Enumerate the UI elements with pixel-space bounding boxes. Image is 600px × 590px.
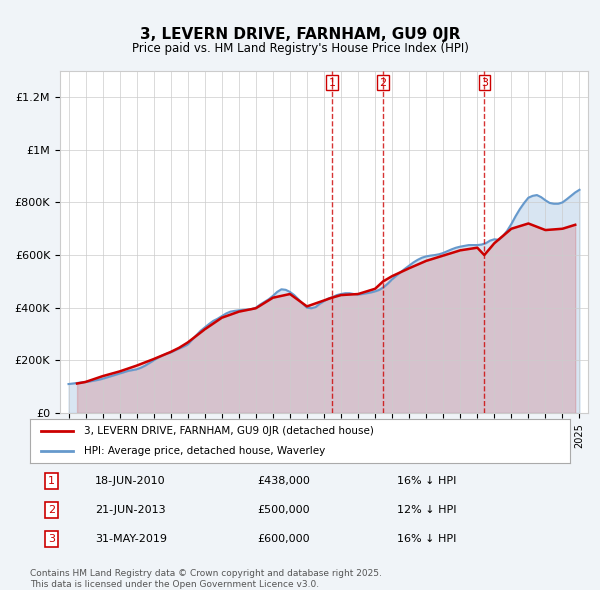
Text: £438,000: £438,000 (257, 476, 310, 486)
Text: 3, LEVERN DRIVE, FARNHAM, GU9 0JR (detached house): 3, LEVERN DRIVE, FARNHAM, GU9 0JR (detac… (84, 427, 374, 436)
Text: 16% ↓ HPI: 16% ↓ HPI (397, 476, 457, 486)
Text: 18-JUN-2010: 18-JUN-2010 (95, 476, 166, 486)
Text: 3: 3 (48, 534, 55, 544)
Text: 3, LEVERN DRIVE, FARNHAM, GU9 0JR: 3, LEVERN DRIVE, FARNHAM, GU9 0JR (140, 27, 460, 41)
Text: £600,000: £600,000 (257, 534, 310, 544)
Text: 12% ↓ HPI: 12% ↓ HPI (397, 505, 457, 515)
Text: 2: 2 (380, 78, 386, 88)
Text: 1: 1 (48, 476, 55, 486)
Text: 31-MAY-2019: 31-MAY-2019 (95, 534, 167, 544)
Text: Contains HM Land Registry data © Crown copyright and database right 2025.
This d: Contains HM Land Registry data © Crown c… (30, 569, 382, 589)
Text: 2: 2 (48, 505, 55, 515)
Text: Price paid vs. HM Land Registry's House Price Index (HPI): Price paid vs. HM Land Registry's House … (131, 42, 469, 55)
Text: 16% ↓ HPI: 16% ↓ HPI (397, 534, 457, 544)
Text: HPI: Average price, detached house, Waverley: HPI: Average price, detached house, Wave… (84, 446, 325, 455)
Text: 3: 3 (481, 78, 488, 88)
Text: 21-JUN-2013: 21-JUN-2013 (95, 505, 166, 515)
Text: £500,000: £500,000 (257, 505, 310, 515)
Text: 1: 1 (328, 78, 335, 88)
